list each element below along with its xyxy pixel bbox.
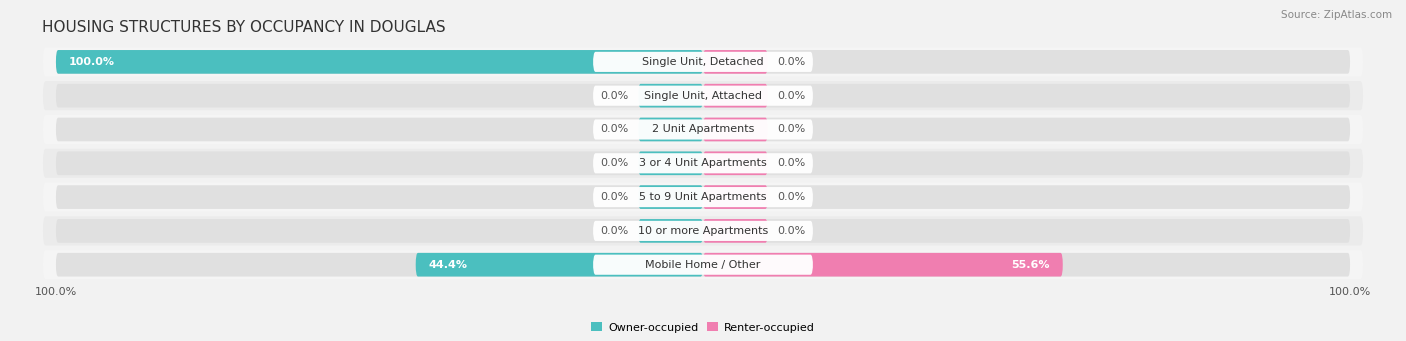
- FancyBboxPatch shape: [593, 52, 813, 72]
- FancyBboxPatch shape: [703, 84, 768, 107]
- Text: 10 or more Apartments: 10 or more Apartments: [638, 226, 768, 236]
- FancyBboxPatch shape: [638, 84, 703, 107]
- Text: 2 Unit Apartments: 2 Unit Apartments: [652, 124, 754, 134]
- Text: 0.0%: 0.0%: [600, 192, 628, 202]
- FancyBboxPatch shape: [703, 253, 1063, 277]
- FancyBboxPatch shape: [56, 50, 1350, 74]
- Text: 3 or 4 Unit Apartments: 3 or 4 Unit Apartments: [640, 158, 766, 168]
- FancyBboxPatch shape: [44, 47, 1362, 76]
- FancyBboxPatch shape: [703, 185, 768, 209]
- FancyBboxPatch shape: [56, 84, 1350, 107]
- FancyBboxPatch shape: [638, 219, 703, 243]
- FancyBboxPatch shape: [593, 86, 813, 106]
- FancyBboxPatch shape: [416, 253, 703, 277]
- FancyBboxPatch shape: [56, 118, 1350, 141]
- FancyBboxPatch shape: [44, 182, 1362, 212]
- Text: 0.0%: 0.0%: [600, 158, 628, 168]
- FancyBboxPatch shape: [593, 119, 813, 139]
- FancyBboxPatch shape: [56, 151, 1350, 175]
- FancyBboxPatch shape: [44, 250, 1362, 279]
- Text: 100.0%: 100.0%: [35, 287, 77, 297]
- FancyBboxPatch shape: [703, 219, 768, 243]
- Text: 5 to 9 Unit Apartments: 5 to 9 Unit Apartments: [640, 192, 766, 202]
- Text: Single Unit, Detached: Single Unit, Detached: [643, 57, 763, 67]
- FancyBboxPatch shape: [638, 118, 703, 141]
- FancyBboxPatch shape: [703, 151, 768, 175]
- Text: 44.4%: 44.4%: [429, 260, 468, 270]
- Text: Mobile Home / Other: Mobile Home / Other: [645, 260, 761, 270]
- FancyBboxPatch shape: [56, 253, 1350, 277]
- Text: 0.0%: 0.0%: [778, 158, 806, 168]
- FancyBboxPatch shape: [638, 151, 703, 175]
- FancyBboxPatch shape: [44, 216, 1362, 246]
- FancyBboxPatch shape: [44, 149, 1362, 178]
- FancyBboxPatch shape: [44, 115, 1362, 144]
- FancyBboxPatch shape: [593, 187, 813, 207]
- FancyBboxPatch shape: [593, 255, 813, 275]
- FancyBboxPatch shape: [56, 50, 703, 74]
- Text: 55.6%: 55.6%: [1011, 260, 1050, 270]
- FancyBboxPatch shape: [593, 153, 813, 173]
- Text: 0.0%: 0.0%: [600, 226, 628, 236]
- Text: HOUSING STRUCTURES BY OCCUPANCY IN DOUGLAS: HOUSING STRUCTURES BY OCCUPANCY IN DOUGL…: [42, 20, 446, 35]
- Text: 0.0%: 0.0%: [778, 57, 806, 67]
- FancyBboxPatch shape: [44, 81, 1362, 110]
- Text: Source: ZipAtlas.com: Source: ZipAtlas.com: [1281, 10, 1392, 20]
- FancyBboxPatch shape: [703, 118, 768, 141]
- Text: 0.0%: 0.0%: [778, 192, 806, 202]
- Text: 100.0%: 100.0%: [69, 57, 115, 67]
- Text: 0.0%: 0.0%: [778, 226, 806, 236]
- Text: 100.0%: 100.0%: [1329, 287, 1371, 297]
- Text: Single Unit, Attached: Single Unit, Attached: [644, 91, 762, 101]
- FancyBboxPatch shape: [593, 221, 813, 241]
- Legend: Owner-occupied, Renter-occupied: Owner-occupied, Renter-occupied: [586, 318, 820, 337]
- Text: 0.0%: 0.0%: [600, 91, 628, 101]
- FancyBboxPatch shape: [56, 219, 1350, 243]
- Text: 0.0%: 0.0%: [778, 91, 806, 101]
- Text: 0.0%: 0.0%: [600, 124, 628, 134]
- FancyBboxPatch shape: [56, 185, 1350, 209]
- FancyBboxPatch shape: [638, 185, 703, 209]
- FancyBboxPatch shape: [703, 50, 768, 74]
- Text: 0.0%: 0.0%: [778, 124, 806, 134]
